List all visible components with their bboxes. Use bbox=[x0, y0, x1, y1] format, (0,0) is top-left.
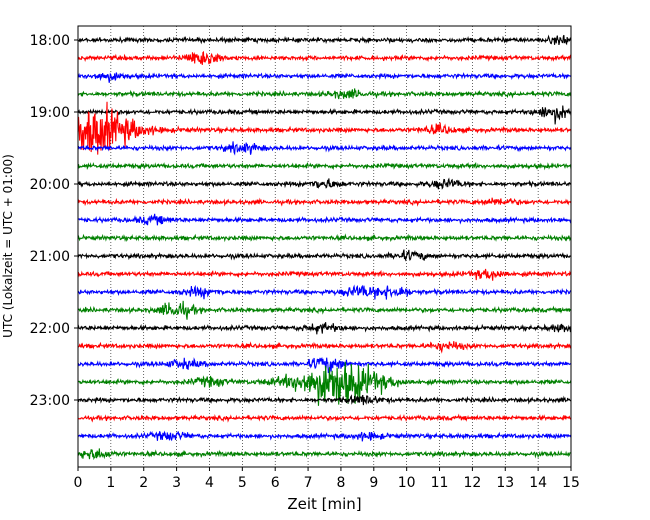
trace-row-2115 bbox=[77, 268, 572, 281]
x-tick-label: 5 bbox=[238, 475, 247, 491]
x-tick-label: 9 bbox=[369, 475, 378, 491]
x-tick-label: 0 bbox=[74, 475, 83, 491]
trace-row-1945 bbox=[77, 161, 572, 171]
y-tick-label: 21:00 bbox=[30, 249, 70, 265]
y-tick-label: 18:00 bbox=[30, 33, 70, 49]
trace-row-2345 bbox=[77, 448, 572, 461]
y-tick-label: 22:00 bbox=[30, 321, 70, 337]
trace-group bbox=[77, 34, 572, 461]
y-tick-label: 23:00 bbox=[30, 393, 70, 409]
plot-frame bbox=[77, 25, 572, 468]
x-tick-label: 7 bbox=[304, 475, 313, 491]
x-axis-label: Zeit [min] bbox=[287, 495, 361, 513]
x-tick-label: 15 bbox=[562, 475, 580, 491]
x-axis: 0 1 2 3 4 5 6 7 8 9 10 11 12 13 14 15 bbox=[74, 467, 580, 491]
trace-row-1930 bbox=[77, 141, 572, 156]
trace-row-2215 bbox=[77, 341, 572, 354]
trace-row-2045 bbox=[77, 233, 572, 243]
x-tick-label: 10 bbox=[398, 475, 416, 491]
trace-row-1815 bbox=[77, 50, 572, 65]
y-axis: 18:00 19:00 20:00 21:00 22:00 23:00 bbox=[30, 33, 78, 409]
y-tick-label: 19:00 bbox=[30, 105, 70, 121]
trace-row-2030 bbox=[77, 213, 572, 226]
x-tick-label: 1 bbox=[106, 475, 115, 491]
x-tick-label: 13 bbox=[496, 475, 514, 491]
trace-row-1830 bbox=[77, 72, 572, 83]
x-tick-label: 3 bbox=[172, 475, 181, 491]
trace-row-1900 bbox=[77, 105, 572, 125]
trace-row-2000 bbox=[77, 177, 572, 190]
y-tick-label: 20:00 bbox=[30, 177, 70, 193]
trace-row-2200 bbox=[77, 322, 572, 335]
trace-row-2130 bbox=[77, 284, 572, 300]
trace-row-1845 bbox=[77, 88, 572, 100]
trace-row-2145 bbox=[77, 300, 572, 320]
trace-row-1800 bbox=[77, 34, 572, 46]
x-tick-label: 12 bbox=[463, 475, 481, 491]
x-tick-label: 14 bbox=[529, 475, 547, 491]
trace-row-1915 bbox=[77, 101, 572, 155]
trace-row-2100 bbox=[77, 249, 572, 262]
trace-row-2300 bbox=[77, 394, 572, 406]
trace-row-2245 bbox=[77, 361, 572, 406]
y-axis-label: UTC (Lokalzeit = UTC + 01:00) bbox=[1, 154, 15, 338]
x-tick-label: 8 bbox=[336, 475, 345, 491]
trace-row-2015 bbox=[77, 197, 572, 207]
trace-row-2230 bbox=[77, 356, 572, 376]
x-tick-label: 4 bbox=[205, 475, 214, 491]
x-tick-label: 2 bbox=[139, 475, 148, 491]
x-tick-label: 11 bbox=[431, 475, 449, 491]
trace-row-2315 bbox=[77, 413, 572, 423]
trace-row-2330 bbox=[77, 430, 572, 442]
x-tick-label: 6 bbox=[271, 475, 280, 491]
